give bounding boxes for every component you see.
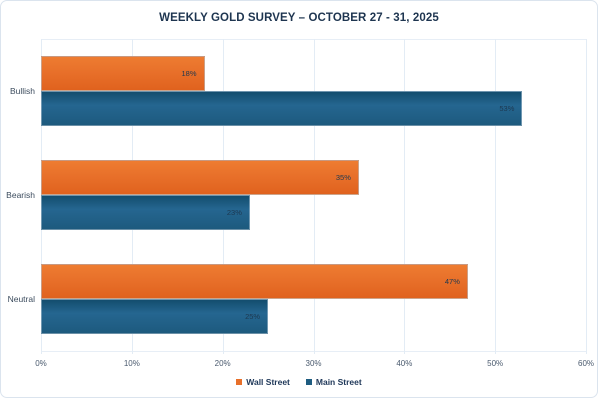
bar-wall-street-neutral: 47% bbox=[41, 264, 468, 299]
bar-value-label: 18% bbox=[181, 69, 197, 78]
gridline bbox=[495, 39, 497, 354]
bar-wall-street-bullish: 18% bbox=[41, 56, 205, 91]
legend-label-main-street: Main Street bbox=[315, 377, 362, 387]
x-tick-label: 50% bbox=[487, 359, 504, 368]
x-tick-label: 10% bbox=[123, 359, 140, 368]
x-tick-label: 40% bbox=[396, 359, 413, 368]
x-tick-label: 60% bbox=[577, 359, 595, 368]
gridline bbox=[404, 39, 406, 354]
bar-value-label: 35% bbox=[335, 173, 351, 182]
category-label-neutral: Neutral bbox=[7, 294, 35, 304]
main-street-swatch-icon bbox=[305, 379, 312, 385]
chart-title: WEEKLY GOLD SURVEY – OCTOBER 27 - 31, 20… bbox=[159, 12, 439, 24]
x-tick-label: 0% bbox=[35, 359, 47, 368]
bar-main-street-bearish: 23% bbox=[41, 195, 250, 230]
category-label-bearish: Bearish bbox=[6, 190, 35, 200]
x-tick-label: 20% bbox=[214, 359, 231, 368]
bar-main-street-bullish: 53% bbox=[41, 91, 523, 126]
legend-label-wall-street: Wall Street bbox=[246, 377, 290, 387]
bar-wall-street-bearish: 35% bbox=[41, 160, 359, 195]
bar-main-street-neutral: 25% bbox=[41, 299, 269, 334]
legend-item-main-street: Main Street bbox=[305, 377, 362, 387]
x-tick-label: 30% bbox=[305, 359, 322, 368]
bar-value-label: 23% bbox=[226, 208, 242, 217]
bar-value-label: 25% bbox=[245, 312, 261, 321]
bar-value-label: 47% bbox=[444, 277, 460, 286]
bar-value-label: 53% bbox=[499, 104, 515, 113]
legend: Wall Street Main Street bbox=[1, 377, 597, 387]
wall-street-swatch-icon bbox=[236, 379, 243, 385]
legend-item-wall-street: Wall Street bbox=[236, 377, 290, 387]
category-label-bullish: Bullish bbox=[9, 86, 35, 96]
gridline bbox=[586, 39, 587, 354]
gridline bbox=[313, 39, 315, 354]
